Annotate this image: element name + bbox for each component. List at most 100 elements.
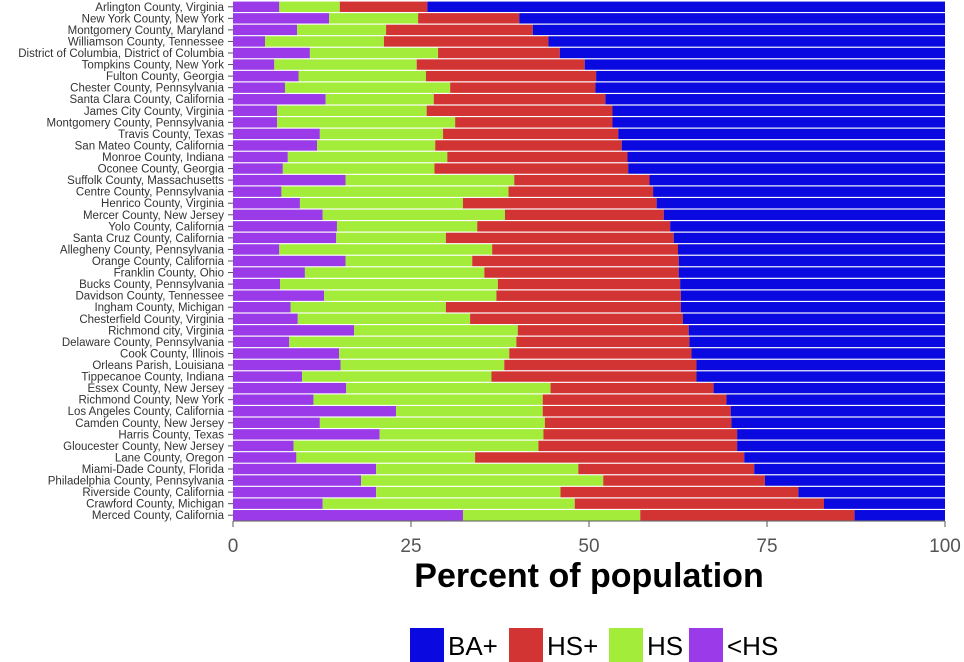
bar-segment xyxy=(516,336,690,348)
bar-segment xyxy=(279,278,498,290)
bar-segment xyxy=(233,429,380,440)
bar-segment xyxy=(854,510,945,521)
bar-segment xyxy=(656,198,945,209)
bar-segment xyxy=(730,406,945,417)
category-label: Crawford County, Michigan xyxy=(86,499,224,511)
bar-segment xyxy=(340,359,505,371)
bar-segment xyxy=(289,336,517,348)
bar-segment xyxy=(603,475,765,486)
bar-segment xyxy=(339,1,428,12)
bar-segment xyxy=(559,47,945,59)
bar-segment xyxy=(689,336,945,348)
bar-segment xyxy=(691,348,945,359)
bar-segment xyxy=(233,371,303,382)
bar-segment xyxy=(450,82,596,93)
bar-segment xyxy=(680,302,945,313)
x-tick-label: 0 xyxy=(228,536,239,557)
bar-segment xyxy=(233,209,323,220)
bar-segment xyxy=(418,13,520,24)
category-label: Delaware County, Pennsylvania xyxy=(62,337,225,349)
category-label: Oconee County, Georgia xyxy=(98,164,225,176)
bar-segment xyxy=(514,174,650,186)
bar-segment xyxy=(233,510,463,521)
x-tick-label: 75 xyxy=(756,536,777,557)
bar-segment xyxy=(470,313,683,324)
category-label: Orleans Parish, Louisiana xyxy=(92,360,224,372)
bar-segment xyxy=(517,325,689,336)
bar-segment xyxy=(298,70,426,82)
bar-segment xyxy=(680,278,945,290)
bar-segment xyxy=(434,163,629,174)
bar-segment xyxy=(233,163,283,174)
bar-segment xyxy=(279,244,493,255)
bar-segment xyxy=(233,452,297,463)
category-label: Philadelphia County, Pennsylvania xyxy=(48,476,225,488)
bar-segment xyxy=(339,348,510,359)
bar-segment xyxy=(649,174,945,186)
bar-segment xyxy=(233,486,377,498)
bar-segment xyxy=(682,313,945,324)
bar-segment xyxy=(435,140,622,151)
category-label: Centre County, Pennsylvania xyxy=(76,187,225,199)
bar-segment xyxy=(297,24,387,36)
bar-segment xyxy=(233,394,314,405)
bar-segment xyxy=(233,498,323,509)
bar-segment xyxy=(484,267,679,278)
bar-segment xyxy=(233,382,347,394)
bar-segment xyxy=(287,151,448,163)
category-label: Cook County, Illinois xyxy=(120,348,224,360)
bar-segment xyxy=(491,371,697,382)
bar-segment xyxy=(612,117,945,128)
category-label: Bucks County, Pennsylvania xyxy=(79,279,224,291)
category-label: Lane County, Oregon xyxy=(115,452,224,464)
category-label: Richmond city, Virginia xyxy=(108,325,225,337)
bar-segment xyxy=(233,348,340,359)
bar-segment xyxy=(233,36,266,47)
bar-segment xyxy=(427,1,946,12)
category-label: Montgomery County, Maryland xyxy=(68,25,224,37)
legend-label: HS+ xyxy=(547,631,598,661)
category-label: Tompkins County, New York xyxy=(82,60,225,72)
bar-segment xyxy=(462,510,641,521)
category-label: James City County, Virginia xyxy=(84,106,225,118)
bar-segment xyxy=(319,417,545,428)
bar-segment xyxy=(678,267,945,278)
bar-segment xyxy=(376,463,579,475)
bar-segment xyxy=(274,59,417,70)
bar-segment xyxy=(509,348,692,359)
category-label: Orange County, California xyxy=(92,256,225,268)
bar-segment xyxy=(670,221,945,232)
bar-segment xyxy=(596,70,945,82)
bar-segment xyxy=(233,313,298,324)
bar-segment xyxy=(726,394,945,405)
bar-segment xyxy=(233,198,300,209)
bar-segment xyxy=(416,59,585,70)
bar-segment xyxy=(497,278,681,290)
bar-segment xyxy=(233,94,326,105)
bar-segment xyxy=(532,24,945,36)
bar-segment xyxy=(560,486,799,498)
bar-segment xyxy=(443,128,619,140)
bar-segment xyxy=(233,82,285,93)
bar-segment xyxy=(233,232,337,244)
bar-segment xyxy=(354,325,518,336)
category-label: Williamson County, Tennessee xyxy=(68,36,224,48)
bar-segment xyxy=(329,13,419,24)
category-label: Tippecanoe County, Indiana xyxy=(81,372,224,384)
category-label: Camden County, New Jersey xyxy=(75,418,224,430)
category-label: Merced County, California xyxy=(92,510,225,522)
bar-segment xyxy=(627,151,945,163)
category-label: Santa Cruz County, California xyxy=(73,233,225,245)
category-label: Harris County, Texas xyxy=(118,429,224,441)
bar-segment xyxy=(296,452,476,463)
bar-segment xyxy=(233,336,290,348)
bar-segment xyxy=(233,221,337,232)
bar-segment xyxy=(445,232,674,244)
bar-segment xyxy=(621,140,945,151)
bar-segment xyxy=(336,221,478,232)
category-label: Essex County, New Jersey xyxy=(87,383,224,395)
bar-segment xyxy=(508,186,654,197)
bar-segment xyxy=(281,186,509,197)
bar-segment xyxy=(322,209,505,220)
bar-segment xyxy=(279,1,340,12)
